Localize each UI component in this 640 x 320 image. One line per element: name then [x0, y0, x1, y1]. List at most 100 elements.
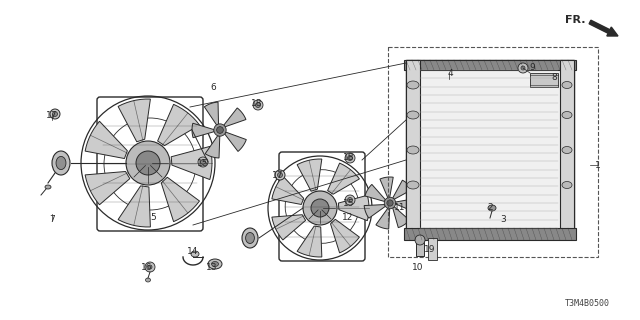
Text: 4: 4 [447, 68, 453, 77]
Ellipse shape [45, 185, 51, 189]
Circle shape [415, 235, 425, 245]
Text: 18: 18 [343, 154, 355, 163]
Text: 2: 2 [487, 204, 493, 212]
Text: 9: 9 [529, 63, 535, 73]
Text: FR.: FR. [566, 15, 586, 25]
Polygon shape [297, 226, 322, 257]
Circle shape [275, 170, 285, 180]
Text: 11: 11 [394, 203, 406, 212]
Polygon shape [339, 195, 369, 221]
Circle shape [216, 127, 223, 133]
Text: 1: 1 [595, 161, 601, 170]
Circle shape [345, 153, 355, 163]
Circle shape [387, 200, 393, 206]
Polygon shape [171, 147, 212, 180]
Text: 10: 10 [412, 263, 424, 273]
Ellipse shape [246, 233, 255, 244]
Circle shape [518, 63, 528, 73]
Polygon shape [225, 132, 246, 151]
Text: T3M4B0500: T3M4B0500 [565, 299, 610, 308]
Ellipse shape [562, 147, 572, 154]
Text: 6: 6 [210, 84, 216, 92]
Circle shape [311, 199, 329, 217]
Polygon shape [118, 99, 150, 142]
Circle shape [278, 172, 282, 178]
Ellipse shape [52, 151, 70, 175]
Circle shape [521, 66, 525, 70]
Circle shape [50, 109, 60, 119]
Ellipse shape [562, 111, 572, 118]
Bar [416, 240, 424, 256]
Circle shape [348, 156, 353, 161]
Circle shape [253, 100, 263, 110]
Bar [428, 238, 437, 260]
Ellipse shape [407, 146, 419, 154]
Circle shape [198, 157, 208, 167]
Circle shape [148, 265, 152, 269]
Bar [530, 73, 558, 87]
Bar [404, 60, 576, 70]
Bar [560, 60, 574, 238]
Polygon shape [272, 215, 305, 240]
Polygon shape [376, 208, 390, 229]
Circle shape [52, 111, 58, 116]
Bar [406, 60, 420, 238]
Ellipse shape [208, 259, 222, 269]
Polygon shape [393, 207, 410, 228]
Polygon shape [161, 177, 200, 222]
Text: 18: 18 [252, 100, 263, 108]
Text: 5: 5 [150, 213, 156, 222]
Ellipse shape [191, 251, 199, 257]
Ellipse shape [562, 181, 572, 188]
Text: 17: 17 [46, 110, 58, 119]
Circle shape [126, 141, 170, 185]
Text: 16: 16 [141, 263, 153, 273]
Polygon shape [396, 198, 416, 212]
Polygon shape [272, 176, 303, 204]
Ellipse shape [407, 181, 419, 189]
Ellipse shape [407, 111, 419, 119]
Circle shape [303, 191, 337, 225]
Polygon shape [365, 184, 385, 202]
Text: 15: 15 [197, 158, 209, 167]
Circle shape [214, 124, 226, 136]
FancyArrow shape [589, 20, 618, 36]
Polygon shape [118, 186, 150, 227]
Polygon shape [364, 204, 385, 218]
Circle shape [200, 159, 205, 164]
Circle shape [345, 195, 355, 205]
Text: 8: 8 [551, 74, 557, 83]
Polygon shape [85, 172, 130, 205]
Polygon shape [380, 177, 393, 198]
Polygon shape [205, 136, 220, 158]
Text: 15: 15 [343, 199, 355, 209]
Polygon shape [297, 159, 322, 191]
Text: 14: 14 [188, 247, 198, 257]
Circle shape [384, 197, 396, 209]
Polygon shape [85, 121, 127, 158]
Text: 17: 17 [272, 171, 284, 180]
Text: 19: 19 [424, 245, 436, 254]
Ellipse shape [562, 82, 572, 89]
Ellipse shape [211, 261, 218, 267]
Polygon shape [393, 180, 412, 199]
Ellipse shape [407, 81, 419, 89]
Text: 3: 3 [500, 215, 506, 225]
Bar [406, 60, 574, 238]
Ellipse shape [488, 205, 496, 211]
Circle shape [145, 262, 155, 272]
Text: 7: 7 [49, 215, 55, 225]
Ellipse shape [56, 156, 66, 170]
Polygon shape [192, 123, 214, 138]
Circle shape [255, 102, 260, 108]
Ellipse shape [242, 228, 258, 248]
Ellipse shape [145, 278, 150, 282]
Polygon shape [157, 104, 200, 146]
Polygon shape [330, 219, 360, 253]
Text: 12: 12 [342, 213, 354, 222]
Bar [388, 47, 598, 257]
Polygon shape [224, 108, 246, 127]
Polygon shape [204, 102, 218, 125]
Bar [404, 228, 576, 240]
Text: 13: 13 [206, 262, 218, 271]
